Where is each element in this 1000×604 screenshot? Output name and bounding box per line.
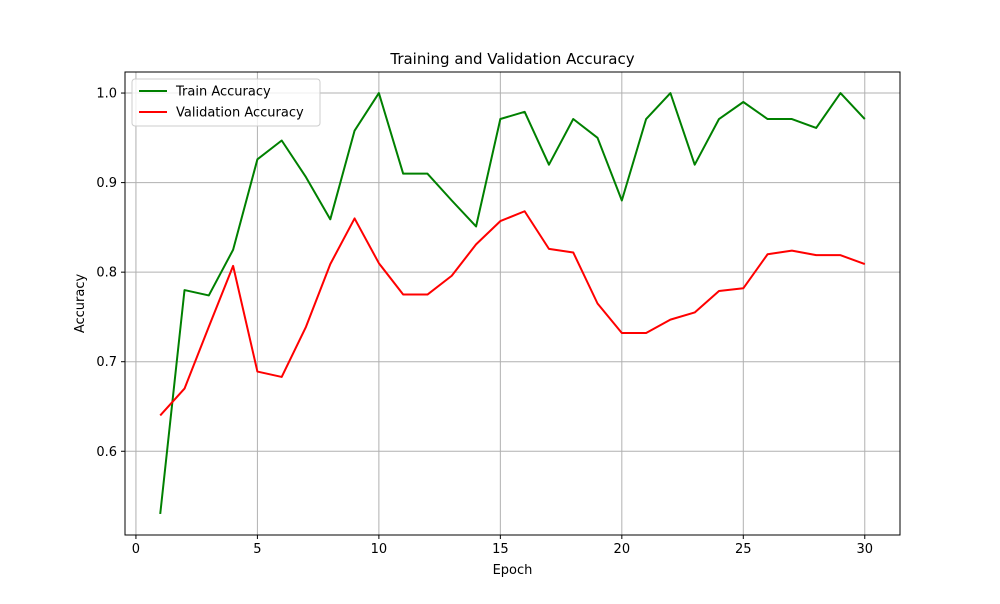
x-tick-label: 5 [253,542,261,557]
legend-label-validation: Validation Accuracy [176,106,304,121]
x-tick-label: 10 [371,542,388,557]
x-tick-label: 30 [856,542,873,557]
x-tick-label: 25 [735,542,752,557]
chart-title: Training and Validation Accuracy [389,50,634,68]
x-axis-label: Epoch [493,563,533,578]
legend-label-train: Train Accuracy [175,85,271,100]
y-tick-label: 0.7 [96,355,117,370]
x-tick-label: 0 [132,542,140,557]
x-tick-label: 20 [614,542,631,557]
y-tick-label: 0.6 [96,445,117,460]
y-tick-label: 0.8 [96,266,117,281]
y-axis-label: Accuracy [73,274,88,334]
y-tick-label: 1.0 [96,87,117,102]
x-tick-label: 15 [492,542,509,557]
legend: Train Accuracy Validation Accuracy [132,79,320,126]
y-tick-label: 0.9 [96,176,117,191]
